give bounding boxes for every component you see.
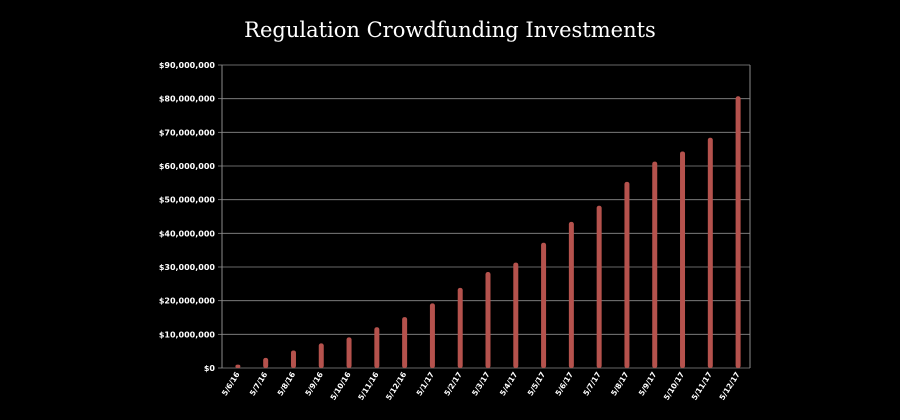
bar — [596, 205, 602, 368]
bar — [429, 303, 435, 368]
bar — [652, 161, 658, 368]
axes — [218, 64, 751, 369]
bar — [374, 327, 380, 368]
x-tick-label: 5/9/16 — [303, 370, 325, 397]
y-tick-label: $90,000,000 — [159, 61, 216, 70]
y-tick-label: $0 — [204, 364, 216, 373]
x-tick-label: 5/7/17 — [581, 370, 603, 397]
y-tick-label: $30,000,000 — [159, 263, 216, 272]
bar — [513, 262, 519, 368]
x-tick-label: 5/8/17 — [609, 370, 631, 397]
x-tick-labels: 5/6/16 5/7/16 5/8/16 5/9/16 5/10/16 5/11/16 5/… — [220, 370, 742, 402]
bar — [624, 181, 630, 368]
x-tick-label: 5/6/17 — [553, 370, 575, 397]
bar — [346, 337, 352, 368]
x-tick-label: 5/2/17 — [442, 370, 464, 397]
bar — [680, 151, 686, 368]
y-tick-label: $70,000,000 — [159, 128, 216, 137]
x-tick-label: 5/9/17 — [637, 370, 659, 397]
bar — [485, 272, 491, 368]
y-tick-label: $40,000,000 — [159, 229, 216, 238]
x-tick-label: 5/8/16 — [276, 370, 298, 397]
y-tick-label: $10,000,000 — [159, 330, 216, 339]
bar — [735, 96, 741, 368]
bar — [318, 343, 324, 368]
x-tick-label: 5/11/16 — [356, 370, 380, 402]
y-tick-label: $80,000,000 — [159, 95, 216, 104]
y-tick-label: $20,000,000 — [159, 297, 216, 306]
bar — [402, 317, 408, 368]
x-tick-label: 5/7/16 — [248, 370, 270, 397]
bar — [541, 242, 547, 368]
x-tick-label: 5/10/17 — [662, 370, 686, 402]
bar — [707, 137, 713, 368]
x-tick-label: 5/5/17 — [526, 370, 548, 397]
bar — [568, 221, 574, 368]
x-tick-label: 5/3/17 — [470, 370, 492, 397]
y-tick-label: $50,000,000 — [159, 196, 216, 205]
chart-title: Regulation Crowdfunding Investments — [244, 18, 656, 42]
x-tick-label: 5/12/16 — [384, 370, 408, 402]
x-tick-label: 5/1/17 — [415, 370, 437, 397]
bar — [263, 357, 269, 368]
bar — [290, 350, 296, 368]
bar — [235, 364, 241, 368]
bars — [235, 96, 741, 368]
x-tick-label: 5/12/17 — [717, 370, 741, 402]
x-tick-label: 5/4/17 — [498, 370, 520, 397]
x-tick-label: 5/11/17 — [690, 370, 714, 402]
x-tick-label: 5/6/16 — [220, 370, 242, 397]
bar — [457, 287, 463, 368]
y-tick-labels: $0 $10,000,000 $20,000,000 $30,000,000 $40,0… — [159, 61, 216, 373]
y-tick-label: $60,000,000 — [159, 162, 216, 171]
x-tick-label: 5/10/16 — [328, 370, 352, 402]
